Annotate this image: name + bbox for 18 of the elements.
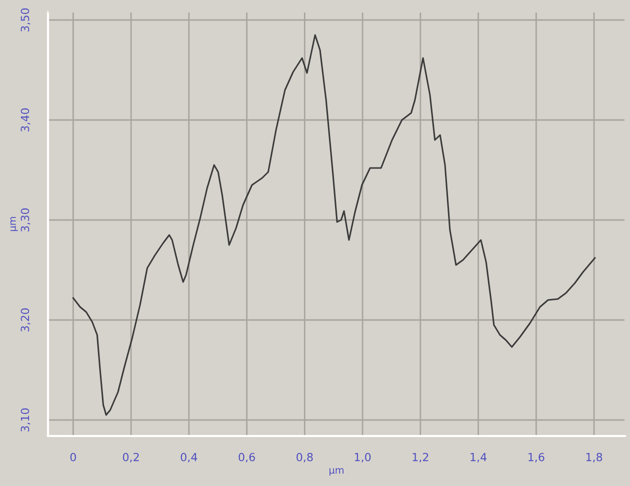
x-tick-label: 0,6 <box>238 452 255 462</box>
x-tick-label: 1,4 <box>470 453 487 462</box>
x-tick-label: 1,8 <box>586 452 602 462</box>
y-tick-label: 3,10 <box>20 408 30 432</box>
x-axis-title: µm <box>330 468 344 476</box>
x-tick-label: 1,2 <box>412 452 428 462</box>
line-series <box>72 34 596 416</box>
x-tick-label: 1,0 <box>354 452 371 462</box>
x-tick-label: 0,8 <box>296 452 313 462</box>
y-tick-label: 3,30 <box>20 208 30 232</box>
y-axis-title: µm <box>10 216 18 231</box>
y-tick-label: 3,40 <box>20 108 30 132</box>
y-tick-label: 3,20 <box>20 308 30 332</box>
x-tick-label: 0,4 <box>180 452 198 462</box>
x-tick-label: 0,2 <box>122 452 139 462</box>
x-tick-label: 1,6 <box>528 452 544 462</box>
y-tick-label: 3,50 <box>20 8 30 32</box>
x-tick-label: 0 <box>70 452 76 462</box>
